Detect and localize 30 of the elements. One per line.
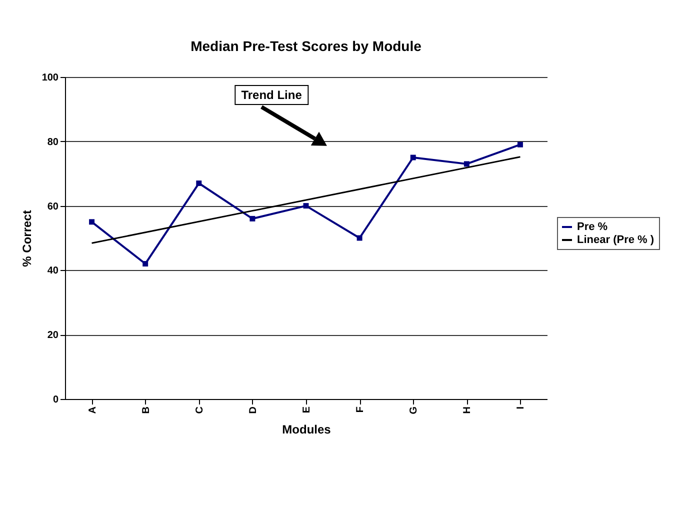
x-tick-label: H — [462, 406, 474, 414]
y-tick-label: 100 — [42, 72, 59, 84]
legend-label: Pre % — [577, 221, 608, 233]
x-axis-title: Modules — [282, 422, 332, 436]
point — [142, 261, 148, 266]
y-tick-label: 40 — [47, 266, 59, 277]
annotation: Trend Line — [234, 84, 309, 105]
legend-label: Linear (Pre % ) — [577, 234, 654, 246]
x-tick-label: A — [87, 406, 98, 414]
chart-title: Median Pre-Test Scores by Module — [190, 38, 422, 54]
x-tick-label: I — [516, 406, 527, 410]
x-tick-label: F — [355, 406, 366, 413]
x-tick-label: C — [194, 406, 206, 414]
y-tick-label: 0 — [52, 394, 59, 406]
point — [410, 154, 416, 160]
point — [517, 142, 523, 148]
x-tick-label: D — [248, 406, 259, 414]
y-tick-label: 20 — [47, 330, 59, 342]
x-tick-label: B — [140, 406, 152, 414]
y-tick-label: 60 — [47, 201, 59, 212]
point — [356, 235, 362, 241]
x-tick-label: G — [408, 406, 420, 414]
point — [89, 219, 95, 225]
point — [303, 203, 309, 209]
y-tick-label: 80 — [47, 136, 59, 148]
point — [196, 180, 202, 186]
point — [250, 216, 256, 222]
point — [464, 161, 470, 167]
y-axis-title: % Correct — [20, 210, 34, 267]
x-tick-label: E — [302, 406, 312, 414]
